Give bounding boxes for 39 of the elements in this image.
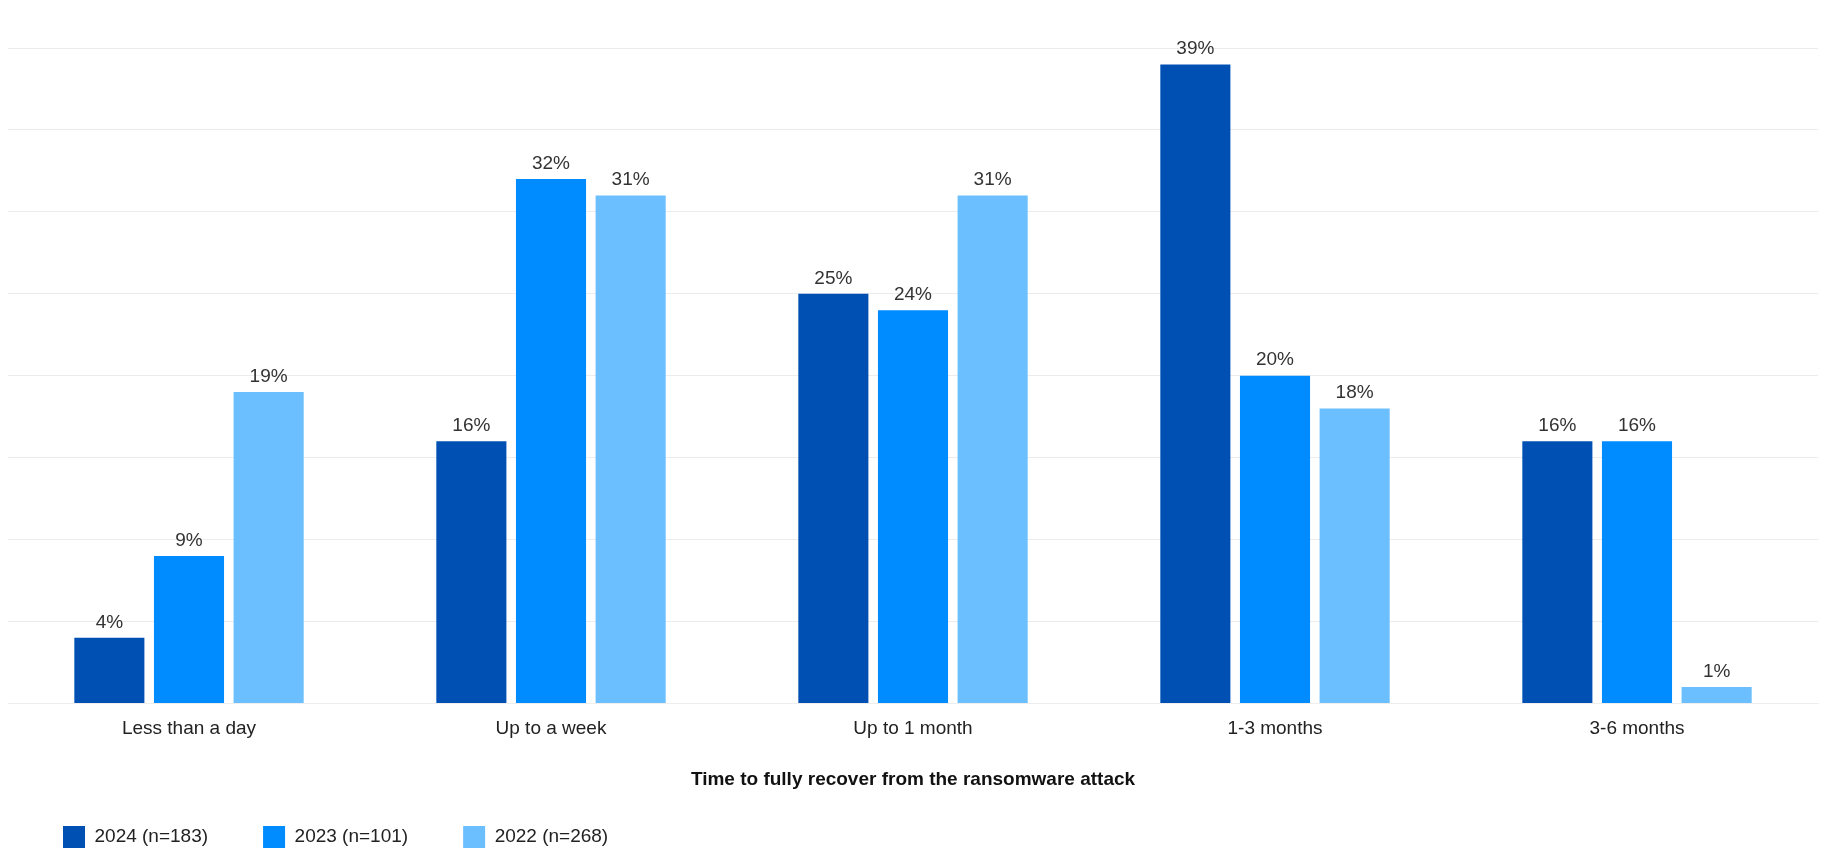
x-tick-label: 1-3 months <box>1227 717 1323 739</box>
bar <box>798 293 869 703</box>
data-label: 9% <box>175 528 203 550</box>
bar <box>877 310 949 703</box>
data-label: 1% <box>1702 659 1731 681</box>
x-axis-title: Time to fully recover from the ransomware attack <box>690 767 1136 789</box>
bar <box>515 179 587 703</box>
bar <box>595 195 666 703</box>
bar <box>1319 408 1390 703</box>
data-label: 25% <box>814 266 853 288</box>
bar <box>1160 64 1231 703</box>
x-tick-label: Less than a day <box>121 717 257 739</box>
bar <box>1601 441 1673 703</box>
data-label: 16% <box>1538 413 1577 435</box>
data-label: 31% <box>973 168 1012 190</box>
legend-label: 2023 (n=101) <box>294 825 409 847</box>
data-label: 31% <box>611 168 650 190</box>
x-tick-label: Up to 1 month <box>853 717 973 739</box>
data-label: 19% <box>249 364 288 386</box>
bar <box>153 555 225 703</box>
data-label: 18% <box>1335 381 1374 403</box>
data-label: 39% <box>1176 37 1215 59</box>
data-label: 20% <box>1255 348 1295 370</box>
bar <box>957 195 1028 703</box>
bar <box>1522 441 1593 703</box>
bar <box>1239 375 1311 703</box>
bar <box>1681 687 1752 703</box>
bar <box>436 441 507 703</box>
legend-label: 2022 (n=268) <box>494 825 609 847</box>
legend-label: 2024 (n=183) <box>94 825 209 847</box>
data-label: 16% <box>452 413 491 435</box>
data-label: 16% <box>1617 413 1657 435</box>
x-tick-label: 3-6 months <box>1589 717 1685 739</box>
data-label: 4% <box>95 610 124 632</box>
x-tick-label: Up to a week <box>495 717 607 739</box>
bar <box>74 637 145 703</box>
data-label: 24% <box>893 282 933 304</box>
data-label: 32% <box>531 151 571 173</box>
bar <box>233 392 304 703</box>
